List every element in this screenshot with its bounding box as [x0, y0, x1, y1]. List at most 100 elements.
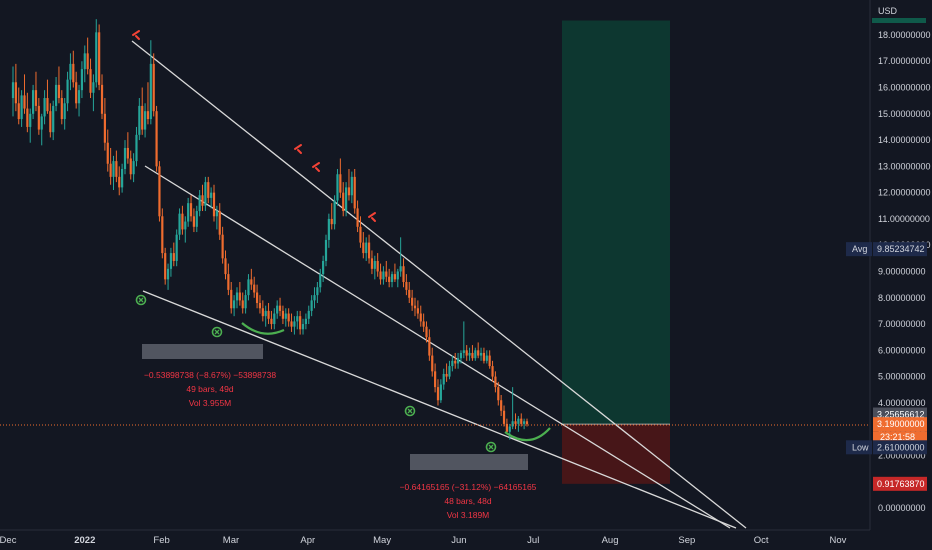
candle-body: [201, 195, 204, 206]
candle-body: [313, 295, 316, 301]
measure-box-2[interactable]: [410, 454, 528, 470]
avg-badge-label: Avg: [852, 244, 867, 254]
candle-body: [497, 387, 500, 401]
time-tick: Aug: [602, 535, 619, 546]
candle-body: [336, 174, 339, 201]
candle-body: [166, 268, 170, 280]
target-zone: [562, 20, 670, 425]
candle-body: [425, 326, 428, 338]
candle-body: [187, 203, 190, 222]
candle-body: [255, 292, 259, 304]
measure-2-line3: Vol 3.189M: [447, 510, 490, 520]
candle-body: [86, 53, 89, 70]
avg-badge: Avg 9.85234742: [846, 242, 927, 257]
candle-body: [172, 253, 175, 261]
candle-body: [290, 321, 293, 327]
candle-body: [388, 276, 391, 282]
candle-body: [431, 355, 434, 372]
current-price-badge-countdown-bg: [873, 431, 927, 444]
candle-body: [299, 316, 302, 330]
price-tick: 17.00000000: [878, 56, 931, 66]
candle-body: [83, 53, 86, 70]
candle-body: [126, 147, 129, 159]
avg-badge-value-bg: [873, 242, 927, 257]
candle-body: [413, 305, 417, 309]
candle-body: [181, 213, 184, 230]
price-tick: 5.00000000: [878, 372, 926, 382]
measure-box-1[interactable]: [142, 344, 263, 359]
candle-body: [158, 166, 161, 217]
candle-body: [454, 360, 457, 364]
candle-body: [63, 103, 66, 120]
candle-body: [411, 297, 414, 306]
candle-body: [169, 253, 173, 269]
time-axis[interactable]: Dec 2022 Feb Mar Apr May Jun Jul Aug Sep Oct Nov: [0, 529, 870, 546]
candle-body: [230, 289, 233, 309]
price-tick: 0.00000000: [878, 503, 926, 513]
candle-body: [459, 352, 463, 359]
candle-body: [23, 95, 26, 109]
price-axis[interactable]: USD 18.00000000 17.00000000 16.00000000 15.…: [846, 0, 931, 530]
price-tick: 4.00000000: [878, 398, 926, 408]
candle-body: [370, 258, 374, 269]
candle-body: [491, 366, 494, 377]
candle-body: [422, 321, 425, 327]
time-tick: Apr: [300, 535, 315, 546]
trendline-3: [142, 290, 737, 529]
candle-body: [511, 421, 514, 427]
candle-body: [164, 253, 167, 280]
measure-tools: −0.53898738 (−8.67%) −53898738 49 bars, …: [142, 344, 537, 520]
low-badge-value: 2.61000000: [877, 442, 925, 452]
candle-body: [479, 352, 483, 356]
support-arc-1: [241, 322, 285, 335]
time-tick: Feb: [153, 535, 169, 546]
candle-body: [514, 421, 517, 424]
candle-body: [465, 350, 468, 356]
candle-body: [198, 195, 201, 212]
candle-body: [273, 313, 276, 325]
stop-badge: 0.91763870: [873, 476, 927, 491]
candle-body: [52, 105, 55, 133]
candle-body: [11, 82, 15, 99]
candle-body: [92, 82, 95, 93]
candle-body: [508, 426, 511, 432]
candle-body: [517, 418, 520, 424]
candle-body: [175, 234, 178, 261]
candle-body: [195, 211, 198, 227]
trendlines: [131, 40, 747, 529]
support-arc-2: [504, 427, 551, 442]
candle-body: [379, 271, 382, 280]
candle-body: [204, 182, 207, 206]
price-tick: 9.00000000: [878, 266, 926, 276]
candle-body: [32, 90, 35, 114]
time-ticks: Dec 2022 Feb Mar Apr May Jun Jul Aug Sep Oct Nov: [0, 535, 847, 546]
candle-body: [189, 203, 193, 217]
low-badge-label-bg: [846, 440, 872, 455]
candle-body: [250, 279, 253, 285]
candle-body: [80, 69, 84, 91]
time-tick: Jul: [527, 535, 539, 546]
candle-body: [178, 213, 181, 235]
candle-body: [34, 90, 38, 106]
buy-signal-icon: [211, 326, 223, 338]
price-tick: 15.00000000: [878, 109, 931, 119]
candle-body: [324, 239, 328, 261]
candle-body: [184, 221, 187, 230]
candle-body: [434, 371, 437, 388]
candle-body: [233, 300, 236, 309]
target-badge: [872, 18, 926, 23]
candle-body: [451, 360, 454, 367]
candle-body: [138, 105, 141, 135]
candle-body: [319, 274, 322, 288]
low-badge-value-bg: [873, 440, 927, 455]
candle-body: [402, 266, 405, 282]
candle-body: [258, 303, 262, 309]
candle-body: [54, 84, 58, 106]
candle-body: [135, 134, 138, 162]
buy-signal-icon: [404, 405, 416, 417]
candle-body: [141, 105, 144, 130]
candle-body: [502, 410, 506, 424]
price-tick: 7.00000000: [878, 319, 926, 329]
time-tick: Jun: [451, 535, 466, 546]
